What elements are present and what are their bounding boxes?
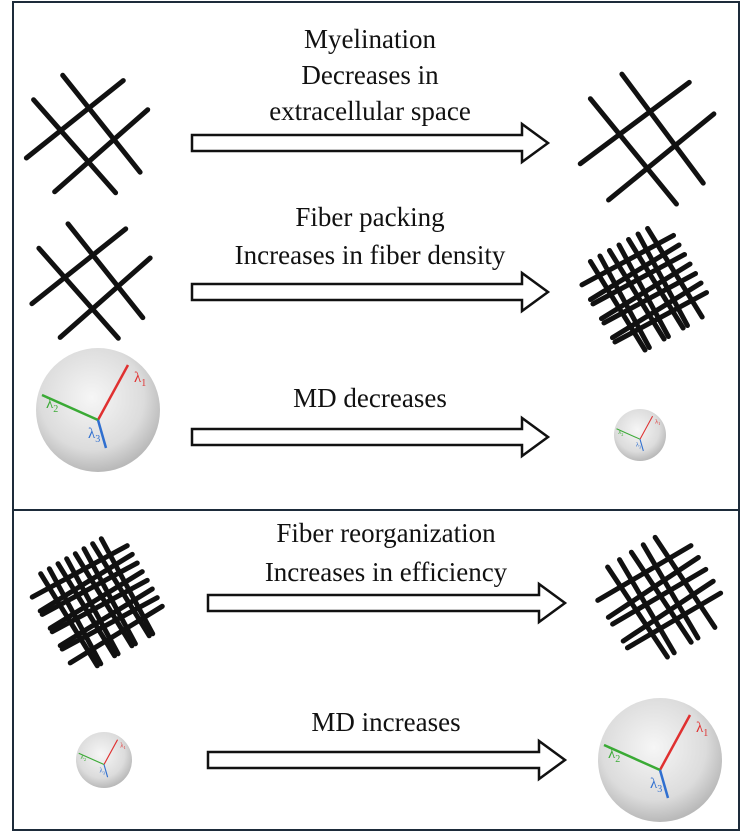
eigenvalue-index: 2 xyxy=(615,754,620,765)
eigenvalue-index: 1 xyxy=(703,728,708,739)
arrow xyxy=(192,418,548,456)
eigenvalue-index: 3 xyxy=(639,444,641,449)
fiber-grid xyxy=(586,524,735,673)
arrow xyxy=(192,273,548,311)
fiber xyxy=(39,246,118,340)
row-label: Fiber reorganization xyxy=(276,518,496,548)
eigenvalue-index: 1 xyxy=(141,378,146,389)
row-label: Increases in efficiency xyxy=(265,557,508,587)
row-label: Fiber packing xyxy=(295,202,444,232)
eigenvalue-index: 1 xyxy=(124,745,126,750)
row-label: MD decreases xyxy=(293,383,447,413)
eigenvalue-index: 3 xyxy=(657,784,662,795)
row-label: Decreases in xyxy=(301,60,439,90)
row-label: extracellular space xyxy=(269,96,471,126)
arrow xyxy=(192,124,548,162)
arrow xyxy=(208,584,565,622)
fiber-grid xyxy=(7,197,176,366)
eigenvalue-index: 2 xyxy=(621,432,623,437)
eigenvalue-index: 2 xyxy=(84,757,86,762)
row-label: Increases in fiber density xyxy=(235,240,506,270)
row-label: MD increases xyxy=(311,707,460,737)
fiber-grid xyxy=(1,48,176,223)
row-label: Myelination xyxy=(304,24,436,54)
eigenvalue-index: 2 xyxy=(53,404,58,415)
arrow xyxy=(208,741,565,779)
fiber-grid xyxy=(574,219,716,361)
fiber-grid xyxy=(553,45,741,236)
eigenvalue-index: 1 xyxy=(658,421,660,426)
fiber-grid xyxy=(24,529,172,677)
eigenvalue-index: 3 xyxy=(95,434,100,445)
diagram: Myelination Decreases in extracellular s… xyxy=(0,0,741,831)
